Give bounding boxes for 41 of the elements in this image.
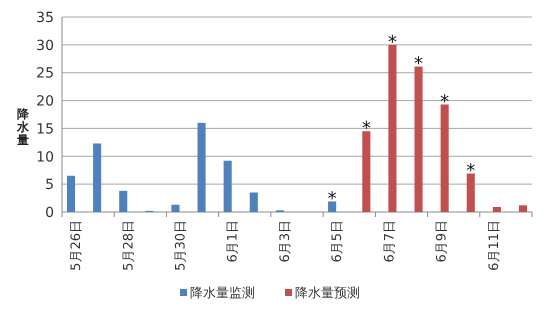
bar: [440, 104, 449, 212]
bar: [198, 122, 206, 212]
data-label: *: [388, 32, 397, 53]
x-tick-label: 6月1日: [226, 220, 241, 263]
bar: [250, 192, 258, 212]
x-tick-label: 6月9日: [434, 220, 450, 263]
bar: [93, 143, 102, 212]
y-tick-label: 25: [36, 66, 54, 82]
x-tick-label: 5月30日: [174, 220, 188, 271]
y-tick-label: 30: [36, 38, 54, 54]
y-tick-label: 35: [36, 10, 54, 26]
bar: [414, 66, 423, 212]
y-axis-title: 降水量: [16, 107, 30, 147]
y-tick-label: 5: [45, 177, 54, 194]
data-label: *: [328, 188, 337, 210]
legend-label: 降水量预测: [295, 286, 360, 301]
legend-label: 降水量监测: [190, 286, 255, 301]
bar: [362, 131, 370, 212]
x-tick-label: 5月28日: [121, 220, 136, 271]
data-label: *: [466, 160, 476, 182]
x-tick-label: 5月26日: [69, 220, 84, 271]
x-tick-label: 6月11日: [486, 220, 502, 271]
x-tick-label: 6月7日: [382, 220, 398, 263]
bar: [492, 206, 501, 212]
y-tick-label: 10: [36, 149, 54, 166]
data-label: *: [414, 54, 424, 75]
bar: [388, 44, 396, 212]
data-label: *: [362, 118, 371, 140]
data-label: *: [440, 91, 450, 112]
bar: [171, 204, 180, 212]
bar: [466, 174, 475, 212]
x-tick-label: 6月5日: [330, 220, 346, 263]
bar: [224, 160, 232, 212]
y-tick-label: 0: [45, 205, 54, 221]
bar: [119, 190, 128, 212]
bar: [66, 176, 76, 212]
y-tick-label: 15: [36, 121, 54, 138]
bar: [328, 201, 336, 212]
x-tick-label: 6月3日: [278, 220, 293, 263]
bar: [518, 205, 528, 212]
y-tick-label: 20: [36, 94, 54, 110]
